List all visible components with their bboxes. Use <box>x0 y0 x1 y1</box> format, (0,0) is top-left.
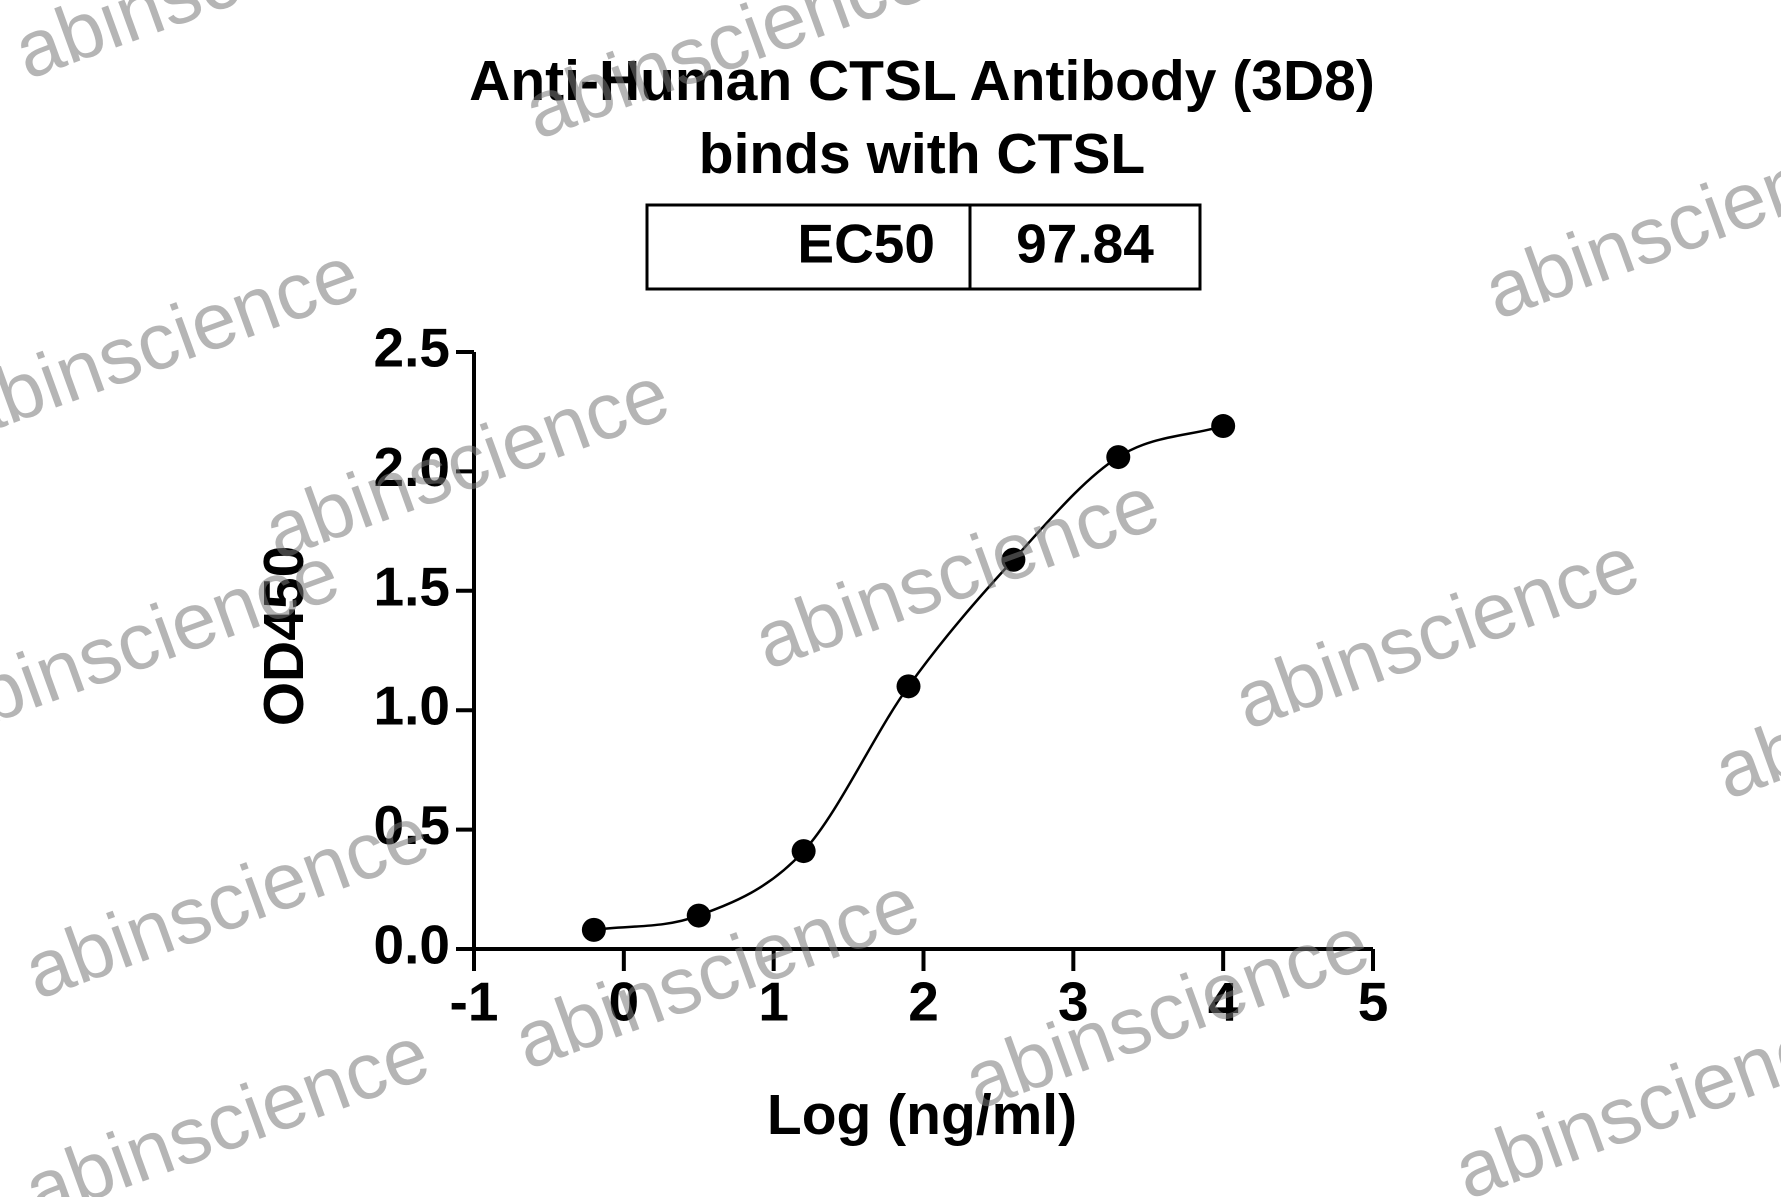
x-tick-label: 0 <box>609 971 640 1033</box>
x-tick-label: 5 <box>1358 971 1389 1033</box>
watermark: abinscience <box>13 1008 440 1197</box>
x-tick-label: 2 <box>908 971 939 1033</box>
data-point <box>791 839 816 864</box>
x-axis-label: Log (ng/ml) <box>767 1083 1077 1147</box>
x-tick-label: 4 <box>1208 971 1239 1033</box>
watermark: abinscience <box>13 788 440 1016</box>
data-point <box>581 917 606 942</box>
chart-title: Anti-Human CTSL Antibody (3D8) <box>469 49 1375 113</box>
y-tick-label: 0.0 <box>374 914 450 976</box>
watermark: abinscience <box>743 458 1170 686</box>
watermark: abinscience <box>0 228 370 456</box>
watermark: abinscience <box>1703 588 1781 816</box>
y-tick-label: 1.0 <box>374 675 450 737</box>
watermark: abinscience <box>503 858 930 1086</box>
data-point <box>686 903 711 928</box>
y-tick-label: 1.5 <box>374 555 450 617</box>
watermark: abinscience <box>3 0 430 96</box>
data-point <box>1106 445 1131 470</box>
x-tick-label: -1 <box>450 971 499 1033</box>
data-point <box>1001 547 1026 572</box>
y-tick-label: 2.0 <box>374 436 450 498</box>
watermark: abinscience <box>1473 108 1781 336</box>
data-point <box>1211 414 1236 439</box>
ec50-label: EC50 <box>797 213 935 275</box>
ec50-value: 97.84 <box>1016 213 1154 275</box>
data-point <box>896 674 921 699</box>
ec50-box <box>645 203 1202 291</box>
watermark: abinscience <box>1223 518 1650 746</box>
x-tick-label: 1 <box>758 971 789 1033</box>
y-tick-label: 2.5 <box>374 317 450 379</box>
x-tick-label: 3 <box>1058 971 1089 1033</box>
y-tick-label: 0.5 <box>374 794 450 856</box>
watermark: abinscience <box>953 898 1380 1126</box>
chart-title: binds with CTSL <box>699 122 1145 186</box>
watermark: abinscience <box>1443 988 1781 1197</box>
y-axis-label: OD450 <box>252 546 316 727</box>
